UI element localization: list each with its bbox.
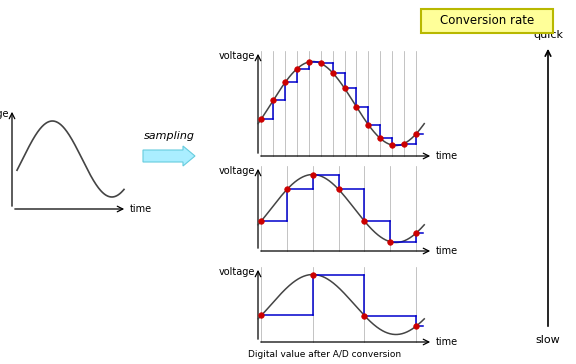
Point (411, 230, 420, 236)
Point (399, 141, 408, 146)
Text: time: time (130, 204, 152, 214)
Point (293, 66, 302, 72)
Text: Conversion rate: Conversion rate (440, 15, 534, 28)
Point (316, 60, 325, 66)
Text: Digital value after A/D conversion: Digital value after A/D conversion (248, 350, 401, 359)
Point (328, 70, 338, 76)
FancyArrow shape (143, 146, 195, 166)
Point (360, 313, 369, 318)
Point (308, 272, 317, 277)
Text: slow: slow (536, 335, 560, 345)
Point (257, 116, 266, 122)
Point (364, 122, 373, 128)
Point (385, 239, 395, 245)
Point (388, 142, 397, 148)
Point (352, 104, 361, 110)
Text: Voltage: Voltage (0, 109, 9, 119)
Point (308, 171, 317, 177)
Point (360, 218, 369, 224)
Text: voltage: voltage (219, 166, 255, 176)
Text: time: time (436, 337, 458, 347)
Point (334, 187, 343, 193)
Text: time: time (436, 246, 458, 256)
Point (411, 323, 420, 329)
Point (282, 186, 291, 192)
Point (257, 313, 266, 318)
Text: voltage: voltage (219, 267, 255, 277)
Point (257, 218, 266, 224)
Point (411, 131, 420, 137)
Point (340, 86, 349, 91)
FancyBboxPatch shape (421, 9, 553, 33)
Point (281, 80, 290, 86)
Text: quick: quick (533, 30, 563, 40)
Point (268, 98, 278, 103)
Point (376, 135, 385, 141)
Point (304, 59, 313, 65)
Text: voltage: voltage (219, 51, 255, 61)
Text: time: time (436, 151, 458, 161)
Text: sampling: sampling (143, 131, 195, 141)
